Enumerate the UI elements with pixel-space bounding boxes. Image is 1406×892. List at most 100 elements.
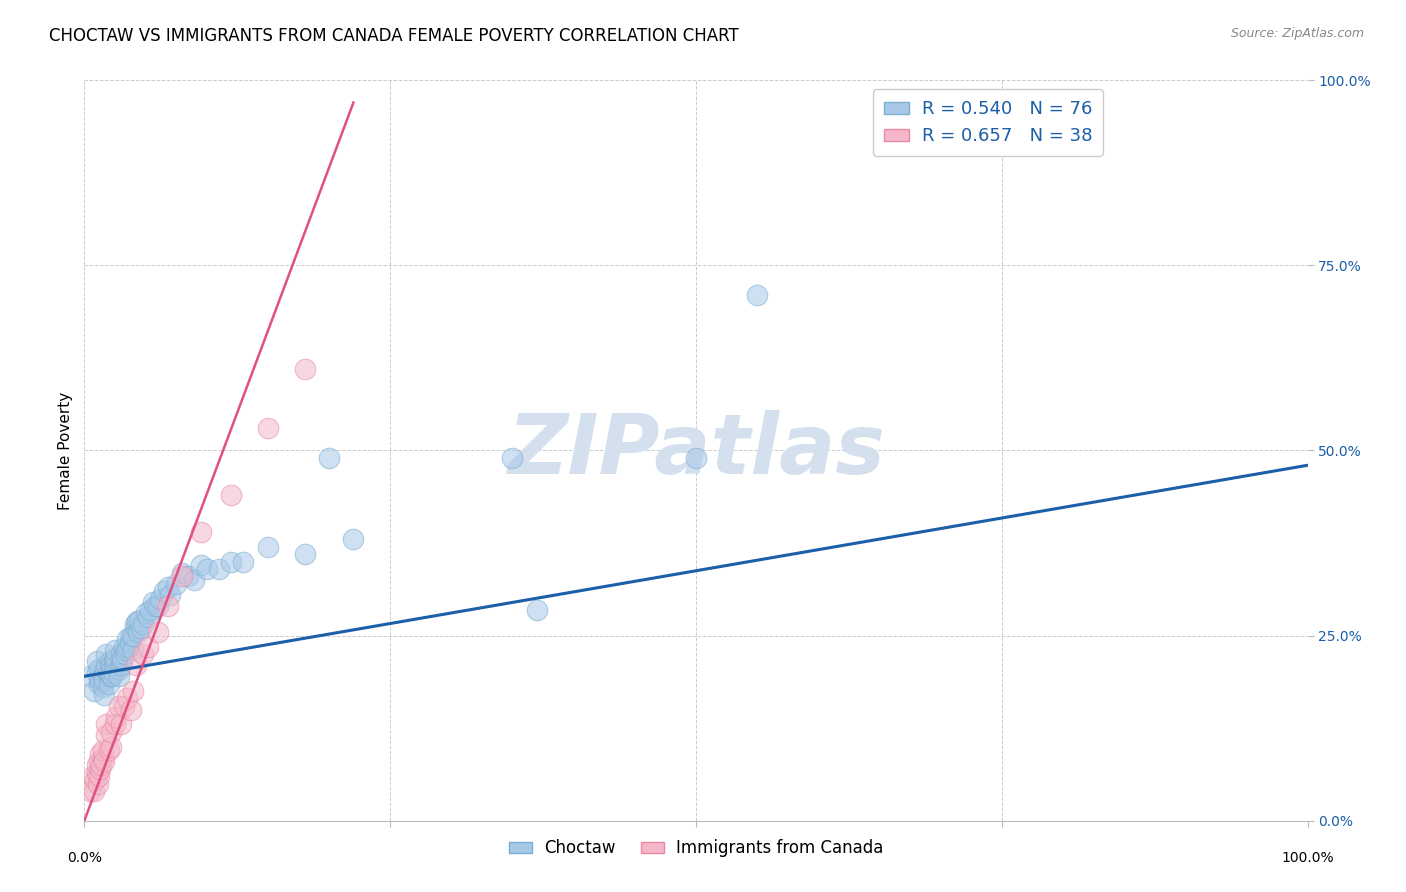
Point — [79, 784, 101, 798]
Point — [115, 632, 138, 647]
Point — [82, 769, 104, 783]
Point — [103, 655, 125, 669]
Point — [136, 640, 159, 654]
Point — [153, 584, 176, 599]
Point — [149, 591, 172, 606]
Point — [98, 655, 121, 669]
Point — [159, 588, 181, 602]
Point — [91, 681, 114, 695]
Point — [93, 673, 115, 687]
Point — [100, 724, 122, 739]
Point — [112, 698, 135, 713]
Y-axis label: Female Poverty: Female Poverty — [58, 392, 73, 509]
Point — [93, 755, 115, 769]
Point — [96, 658, 118, 673]
Text: 100.0%: 100.0% — [1281, 851, 1334, 865]
Point — [128, 614, 150, 628]
Point — [122, 643, 145, 657]
Point — [120, 703, 142, 717]
Point — [142, 595, 165, 609]
Point — [502, 450, 524, 465]
Point — [86, 765, 108, 780]
Point — [747, 288, 769, 302]
Legend: Choctaw, Immigrants from Canada: Choctaw, Immigrants from Canada — [502, 833, 890, 864]
Point — [685, 450, 707, 465]
Point — [115, 643, 138, 657]
Point — [87, 776, 110, 791]
Point — [190, 558, 212, 573]
Point — [91, 750, 114, 764]
Point — [87, 662, 110, 676]
Point — [190, 524, 212, 539]
Point — [294, 547, 316, 561]
Point — [101, 669, 124, 683]
Point — [172, 566, 194, 580]
Point — [86, 665, 108, 680]
Text: 0.0%: 0.0% — [67, 851, 101, 865]
Point — [104, 658, 127, 673]
Point — [195, 562, 218, 576]
Point — [112, 640, 135, 654]
Point — [110, 717, 132, 731]
Point — [165, 576, 187, 591]
Point — [156, 581, 179, 595]
Point — [124, 617, 146, 632]
Point — [111, 650, 134, 665]
Point — [125, 621, 148, 635]
Point — [100, 739, 122, 754]
Point — [107, 698, 129, 713]
Point — [114, 647, 136, 661]
Point — [97, 676, 120, 690]
Point — [89, 673, 111, 687]
Point — [118, 636, 141, 650]
Point — [94, 662, 117, 676]
Point — [79, 669, 101, 683]
Point — [110, 658, 132, 673]
Point — [120, 628, 142, 642]
Point — [111, 655, 134, 669]
Point — [87, 769, 110, 783]
Point — [107, 662, 129, 676]
Point — [294, 362, 316, 376]
Point — [83, 784, 105, 798]
Point — [318, 450, 340, 465]
Point — [122, 628, 145, 642]
Point — [125, 658, 148, 673]
Point — [146, 599, 169, 613]
Point — [96, 647, 118, 661]
Point — [132, 617, 155, 632]
Point — [219, 488, 242, 502]
Text: Source: ZipAtlas.com: Source: ZipAtlas.com — [1230, 27, 1364, 40]
Point — [97, 665, 120, 680]
Point — [104, 650, 127, 665]
Point — [342, 533, 364, 547]
Point — [100, 669, 122, 683]
Point — [87, 676, 110, 690]
Point — [143, 599, 166, 613]
Point — [257, 540, 280, 554]
Point — [93, 688, 115, 702]
Point — [139, 602, 162, 616]
Point — [105, 710, 128, 724]
Point — [84, 772, 107, 787]
Point — [96, 717, 118, 731]
Point — [146, 624, 169, 639]
Point — [115, 691, 138, 706]
Point — [117, 640, 139, 654]
Point — [87, 755, 110, 769]
Point — [172, 569, 194, 583]
Point — [90, 758, 112, 772]
Point — [96, 729, 118, 743]
Point — [86, 758, 108, 772]
Point — [132, 647, 155, 661]
Point — [156, 599, 179, 613]
Point — [127, 624, 149, 639]
Point — [110, 647, 132, 661]
Point — [86, 655, 108, 669]
Point — [91, 743, 114, 757]
Point — [257, 421, 280, 435]
Point — [125, 614, 148, 628]
Point — [97, 669, 120, 683]
Point — [136, 610, 159, 624]
Point — [104, 643, 127, 657]
